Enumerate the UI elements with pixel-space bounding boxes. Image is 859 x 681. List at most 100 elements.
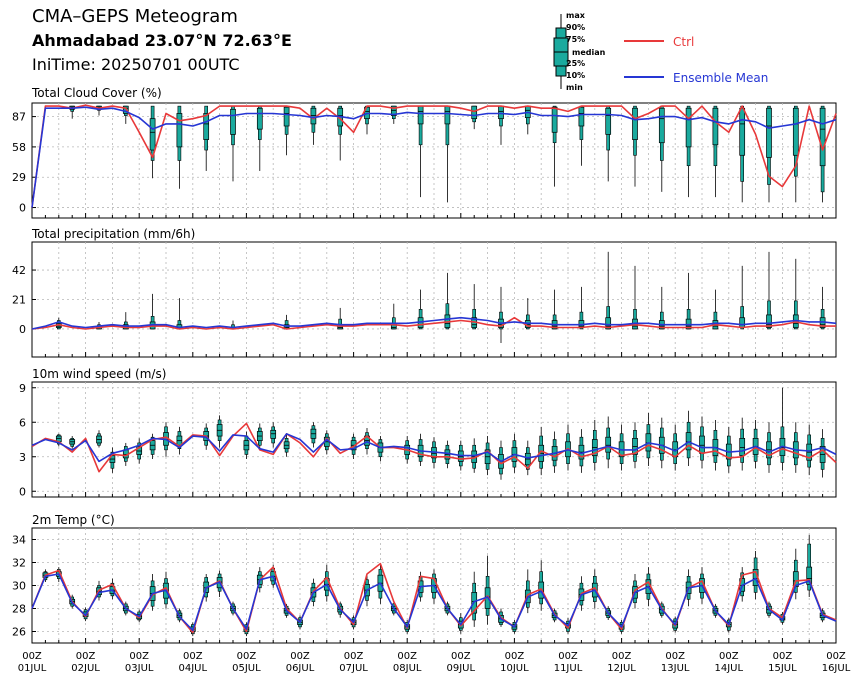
x-day-label: 02JUL bbox=[71, 663, 100, 674]
y-tick-label: 3 bbox=[19, 451, 26, 464]
x-hour-label: 00Z bbox=[129, 651, 149, 662]
series-line-ensemble-mean bbox=[31, 573, 837, 632]
series-line-ensemble-mean bbox=[31, 316, 837, 330]
legend-box-label-0: max bbox=[566, 11, 586, 20]
panel-title-1: Total precipitation (mm/6h) bbox=[31, 227, 195, 241]
box-p25-p75 bbox=[471, 105, 478, 120]
box-p25-p75 bbox=[739, 317, 746, 328]
boxplot bbox=[149, 105, 156, 179]
box-p25-p75 bbox=[256, 107, 263, 130]
x-day-label: 12JUL bbox=[607, 663, 636, 674]
panel-title-2: 10m wind speed (m/s) bbox=[32, 367, 166, 381]
box-p25-p75 bbox=[270, 429, 277, 439]
y-tick-label: 0 bbox=[19, 323, 26, 336]
x-hour-label: 00Z bbox=[397, 651, 417, 662]
boxplot bbox=[739, 417, 746, 471]
y-tick-label: 32 bbox=[12, 557, 26, 570]
box-p25-p75 bbox=[176, 113, 183, 148]
x-hour-label: 00Z bbox=[826, 651, 846, 662]
y-tick-label: 30 bbox=[12, 580, 26, 593]
box-p25-p75 bbox=[739, 438, 746, 456]
boxplot bbox=[819, 105, 826, 203]
series-line-ensemble-mean bbox=[31, 106, 837, 208]
series-line-ctrl bbox=[31, 104, 837, 208]
boxplot bbox=[739, 105, 746, 203]
x-hour-label: 00Z bbox=[665, 651, 685, 662]
box-p25-p75 bbox=[283, 106, 290, 127]
boxplot bbox=[752, 551, 759, 600]
boxplot bbox=[591, 419, 598, 471]
legend-box-labels: max 90% 75% median 25% 10% min bbox=[566, 11, 606, 92]
legend-box-label-6: min bbox=[566, 83, 583, 92]
box-p25-p75 bbox=[766, 314, 772, 328]
series-line-ctrl bbox=[31, 316, 836, 330]
boxplot bbox=[766, 422, 772, 473]
legend-box-label-5: 10% bbox=[566, 71, 585, 80]
x-day-label: 01JUL bbox=[18, 663, 47, 674]
series-line-ensemble-mean bbox=[31, 432, 837, 463]
box-p25-p75 bbox=[766, 107, 772, 158]
x-day-label: 10JUL bbox=[500, 663, 529, 674]
box-p25-p75 bbox=[739, 107, 746, 156]
box-p25-p75 bbox=[712, 107, 719, 146]
x-hour-label: 00Z bbox=[558, 651, 578, 662]
x-day-label: 15JUL bbox=[768, 663, 797, 674]
boxplot bbox=[96, 430, 102, 448]
boxplot bbox=[69, 436, 76, 449]
x-day-label: 14JUL bbox=[715, 663, 744, 674]
x-hour-label: 00Z bbox=[76, 651, 96, 662]
box-p25-p75 bbox=[390, 105, 397, 116]
legend-box-label-1: 90% bbox=[566, 23, 585, 32]
x-hour-label: 00Z bbox=[290, 651, 310, 662]
x-hour-label: 00Z bbox=[505, 651, 525, 662]
x-hour-label: 00Z bbox=[22, 651, 42, 662]
panel-title-3: 2m Temp (°C) bbox=[32, 513, 115, 527]
boxplot bbox=[216, 415, 223, 448]
y-tick-label: 87 bbox=[12, 111, 26, 124]
box-p25-p75 bbox=[658, 107, 665, 144]
panel-1: Total precipitation (mm/6h) 0 21 42 bbox=[12, 227, 837, 358]
x-axis-labels: 00Z01JUL00Z02JUL00Z03JUL00Z04JUL00Z05JUL… bbox=[18, 651, 851, 674]
init-time-label: IniTime: 20250701 00UTC bbox=[32, 55, 240, 74]
boxplot bbox=[310, 422, 317, 448]
boxplot bbox=[203, 105, 210, 171]
x-hour-label: 00Z bbox=[237, 651, 257, 662]
meteogram-title: CMA–GEPS Meteogram bbox=[32, 6, 238, 27]
x-day-label: 04JUL bbox=[179, 663, 208, 674]
boxplot bbox=[632, 422, 638, 469]
x-hour-label: 00Z bbox=[612, 651, 632, 662]
y-tick-label: 28 bbox=[12, 603, 26, 616]
x-day-label: 05JUL bbox=[232, 663, 261, 674]
series-line-ctrl bbox=[31, 422, 837, 473]
box-p25-p75 bbox=[444, 105, 451, 125]
x-day-label: 09JUL bbox=[447, 663, 476, 674]
x-day-label: 03JUL bbox=[125, 663, 154, 674]
x-day-label: 06JUL bbox=[286, 663, 315, 674]
boxplot bbox=[819, 429, 826, 478]
panels-group: Total Cloud Cover (%) 0 29 58 87 Total precip… bbox=[12, 86, 837, 644]
box-p25-p75 bbox=[149, 118, 156, 151]
x-hour-label: 00Z bbox=[719, 651, 739, 662]
y-tick-label: 21 bbox=[12, 294, 26, 307]
boxplot bbox=[605, 416, 612, 469]
boxplot bbox=[605, 105, 612, 182]
box-p25-p75 bbox=[203, 113, 210, 140]
legend-box-label-2: 75% bbox=[566, 35, 585, 44]
box-p25-p75 bbox=[632, 107, 638, 140]
box-p25-p75 bbox=[551, 106, 558, 133]
box-p25-p75 bbox=[699, 435, 705, 454]
y-tick-label: 9 bbox=[19, 382, 26, 395]
x-day-label: 13JUL bbox=[661, 663, 690, 674]
legend-box-label-3: median bbox=[572, 48, 606, 57]
box-p25-p75 bbox=[819, 107, 826, 167]
y-tick-label: 6 bbox=[19, 416, 26, 429]
box-p25-p75 bbox=[685, 107, 692, 148]
box-p25-p75 bbox=[806, 566, 813, 585]
x-day-label: 07JUL bbox=[339, 663, 368, 674]
boxplot bbox=[256, 423, 263, 450]
boxplot bbox=[792, 105, 799, 203]
box-p25-p75 bbox=[417, 105, 424, 125]
x-day-label: 08JUL bbox=[393, 663, 422, 674]
box-p25-p75 bbox=[605, 436, 612, 453]
